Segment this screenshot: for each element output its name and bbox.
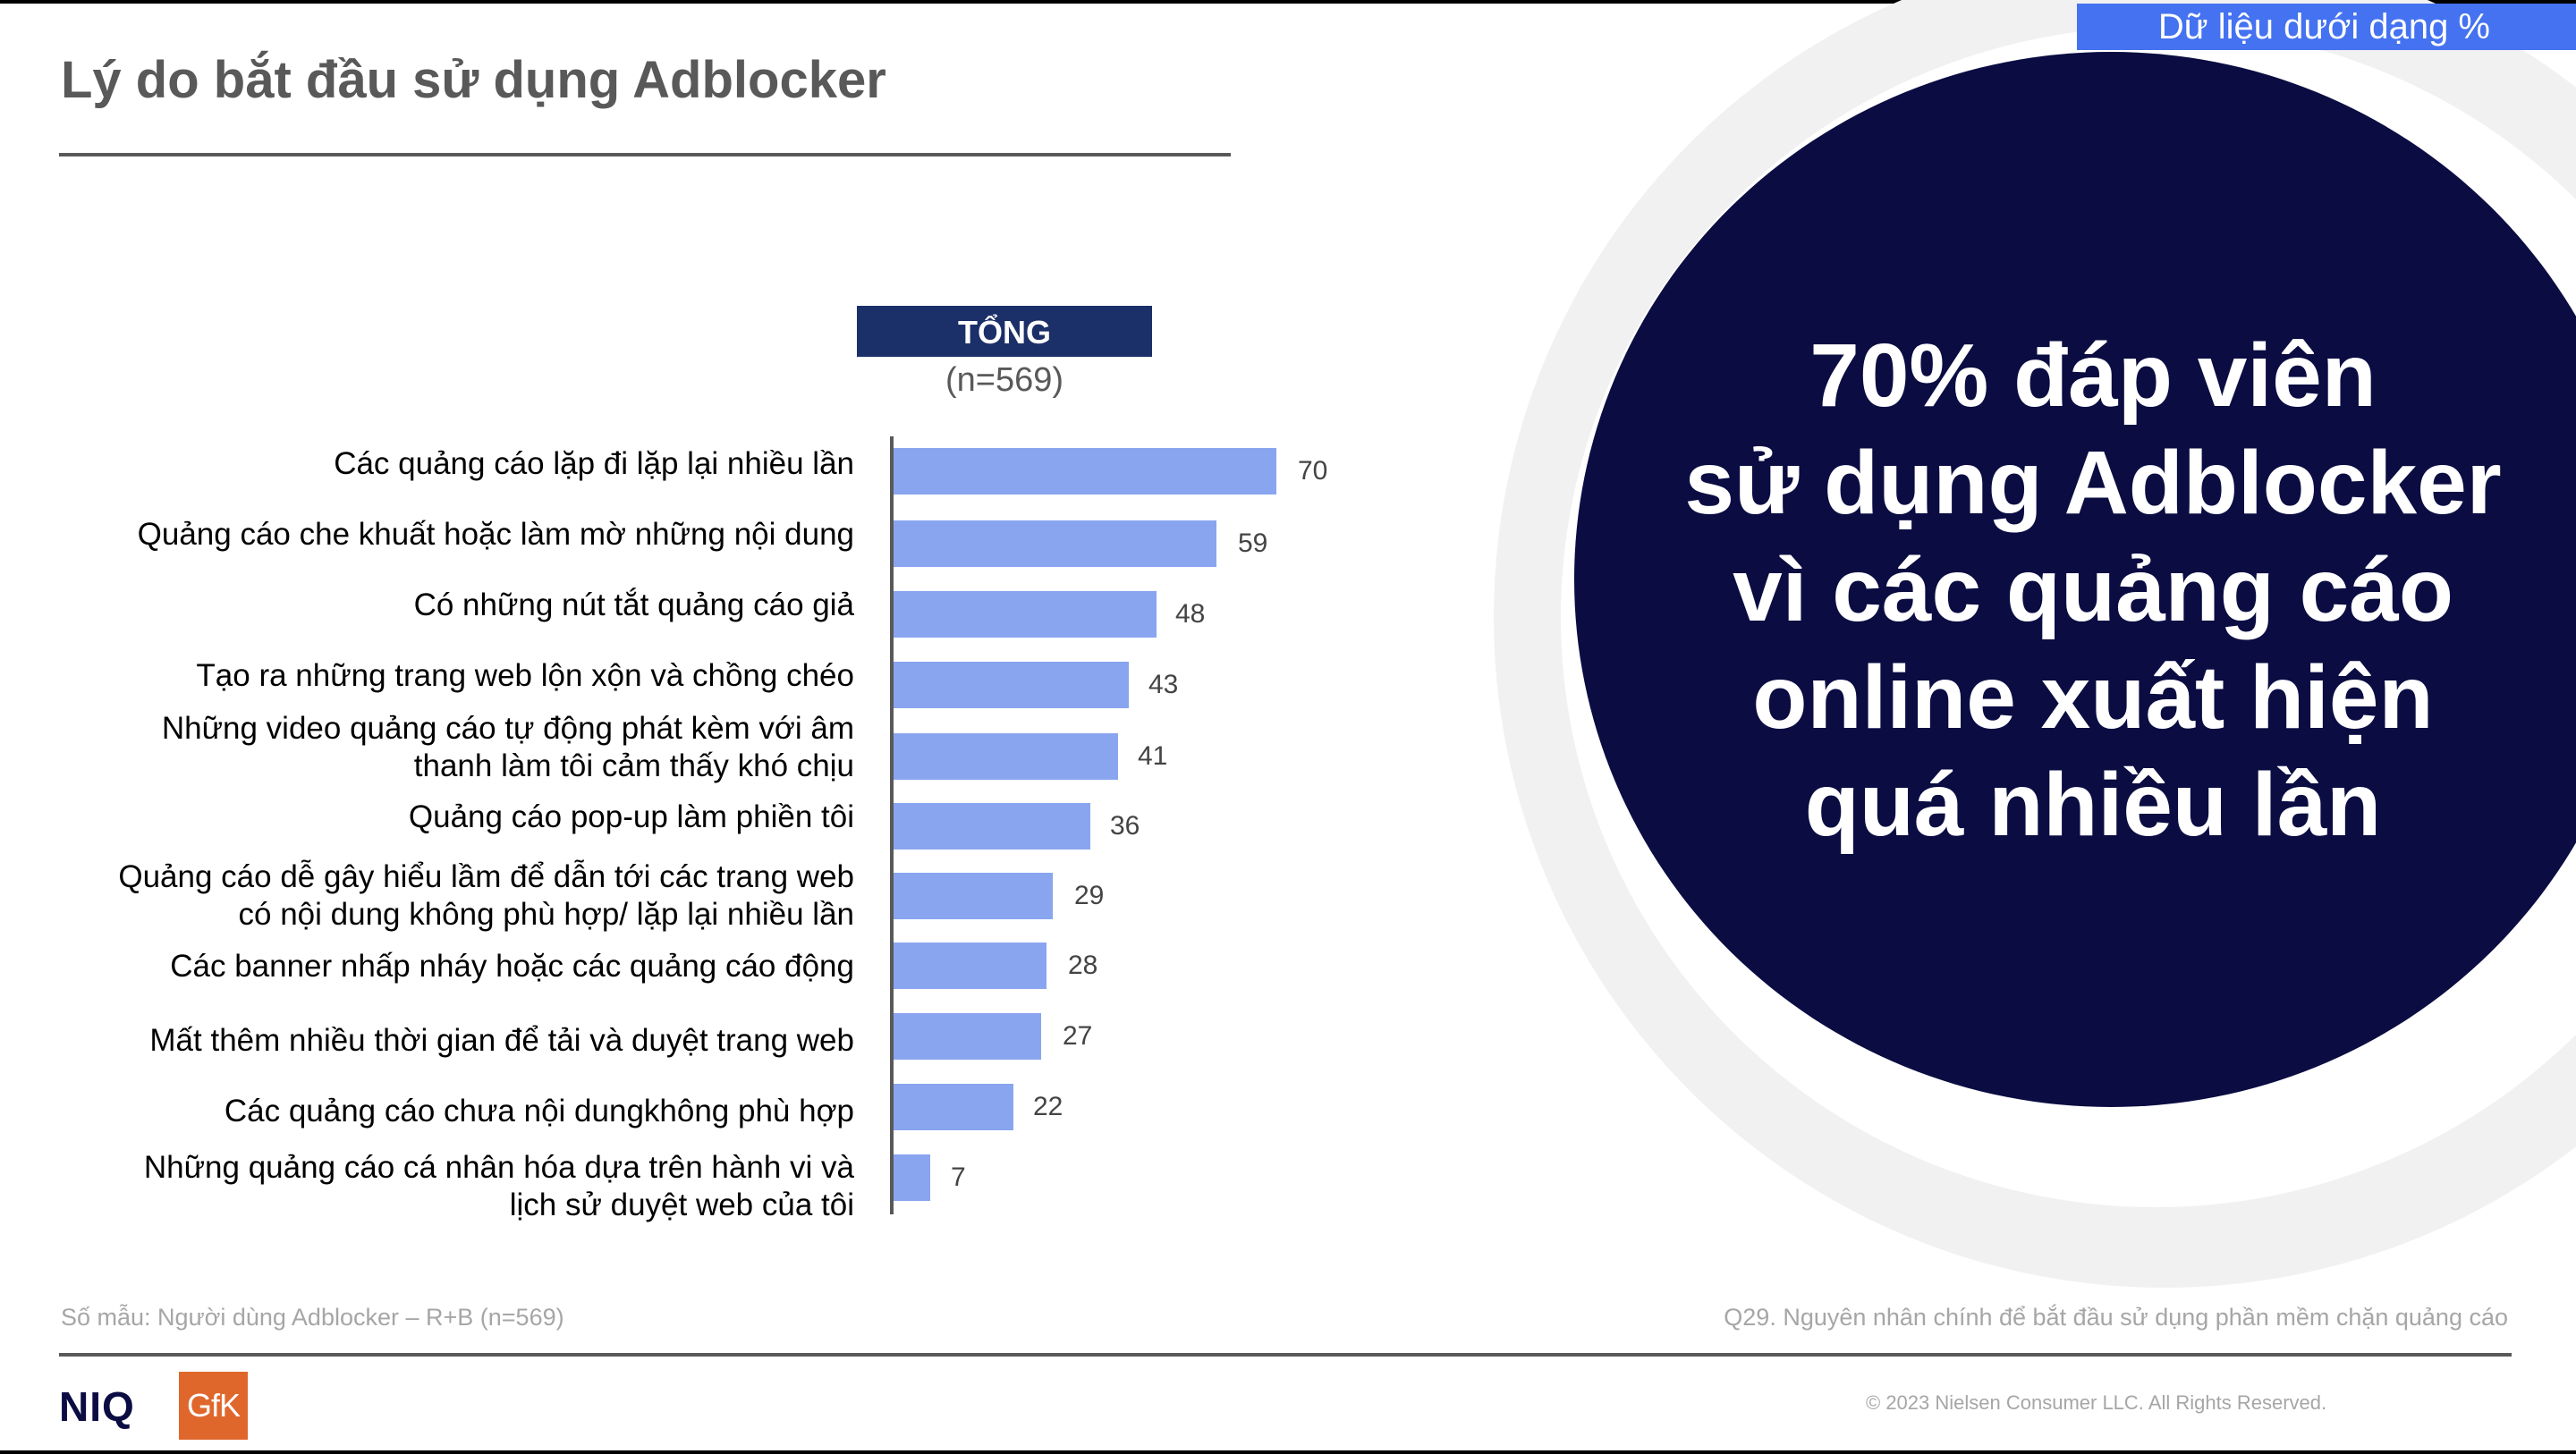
bar-value: 43: [1148, 670, 1179, 699]
sample-size-label: (n=569): [945, 361, 1064, 399]
column-header-total: TỔNG: [857, 306, 1152, 357]
sample-note: Số mẫu: Người dùng Adblocker – R+B (n=56…: [61, 1304, 564, 1331]
bar-value: 41: [1138, 741, 1168, 771]
bar: [894, 520, 1216, 567]
chart-row: Quảng cáo pop-up làm phiền tôi 36: [0, 799, 1395, 869]
row-label: Có những nút tắt quảng cáo giả: [413, 588, 854, 622]
niq-logo: NIQ: [59, 1383, 135, 1430]
bar-value: 70: [1298, 456, 1328, 486]
row-label: Những video quảng cáo tự động phát kèm v…: [161, 711, 854, 783]
row-label: Các quảng cáo chưa nội dungkhông phù hợp: [224, 1094, 854, 1129]
chart-row: Mất thêm nhiều thời gian để tải và duyệt…: [0, 1013, 1395, 1093]
callout-line: sử dụng Adblocker: [1684, 433, 2502, 533]
bar: [894, 1154, 930, 1201]
callout-text: 70% đáp viên sử dụng Adblocker vì các qu…: [1601, 322, 2576, 858]
bar-value: 59: [1238, 528, 1268, 558]
bar: [894, 1013, 1041, 1060]
question-note: Q29. Nguyên nhân chính để bắt đầu sử dụn…: [1724, 1304, 2508, 1331]
chart-row: Có những nút tắt quảng cáo giả 48: [0, 587, 1395, 657]
row-label: Quảng cáo che khuất hoặc làm mờ những nộ…: [137, 517, 854, 552]
footer-divider: [59, 1353, 2512, 1357]
bar: [894, 1084, 1013, 1130]
chart-row: Quảng cáo che khuất hoặc làm mờ những nộ…: [0, 516, 1395, 587]
bar-value: 7: [951, 1162, 966, 1192]
bar: [894, 448, 1276, 495]
page-title: Lý do bắt đầu sử dụng Adblocker: [61, 51, 886, 109]
callout-line: online xuất hiện: [1752, 647, 2434, 748]
data-format-badge: Dữ liệu dưới dạng %: [2077, 4, 2576, 50]
chart-row: Những quảng cáo cá nhân hóa dựa trên hàn…: [0, 1149, 1395, 1222]
gfk-logo: GfK: [179, 1372, 248, 1440]
bar-value: 28: [1068, 951, 1098, 980]
chart-row: Các banner nhấp nháy hoặc các quảng cáo …: [0, 943, 1395, 1019]
title-divider: [59, 153, 1231, 156]
chart-row: Các quảng cáo lặp đi lặp lại nhiều lần 7…: [0, 445, 1395, 516]
copyright-text: © 2023 Nielsen Consumer LLC. All Rights …: [1866, 1391, 2327, 1414]
bar: [894, 803, 1090, 850]
bottom-border: [0, 1450, 2576, 1454]
bar-value: 22: [1033, 1092, 1063, 1121]
bar: [894, 662, 1129, 708]
callout-line: 70% đáp viên: [1809, 325, 2377, 426]
bar-value: 48: [1175, 599, 1206, 629]
row-label: Quảng cáo dễ gây hiểu lầm để dẫn tới các…: [118, 859, 854, 932]
bar: [894, 591, 1157, 638]
top-border: [0, 0, 2576, 4]
bar: [894, 873, 1053, 919]
bar-value: 29: [1074, 881, 1105, 910]
chart-row: Các quảng cáo chưa nội dungkhông phù hợp…: [0, 1084, 1395, 1163]
chart-axis: [890, 436, 894, 1214]
callout-circle: [1574, 52, 2576, 1107]
bar: [894, 733, 1118, 780]
chart-row: Tạo ra những trang web lộn xộn và chồng …: [0, 657, 1395, 728]
bar-value: 27: [1063, 1021, 1093, 1051]
row-label: Những quảng cáo cá nhân hóa dựa trên hàn…: [143, 1150, 854, 1222]
callout-line: quá nhiều lần: [1804, 755, 2382, 855]
bar-value: 36: [1110, 811, 1140, 841]
chart-row: Quảng cáo dễ gây hiểu lầm để dẫn tới các…: [0, 858, 1395, 932]
row-label: Các quảng cáo lặp đi lặp lại nhiều lần: [334, 446, 854, 481]
chart-row: Những video quảng cáo tự động phát kèm v…: [0, 710, 1395, 783]
bar: [894, 943, 1046, 989]
row-label: Quảng cáo pop-up làm phiền tôi: [408, 799, 854, 834]
row-label: Mất thêm nhiều thời gian để tải và duyệt…: [149, 1023, 854, 1058]
row-label: Các banner nhấp nháy hoặc các quảng cáo …: [170, 949, 854, 984]
callout-line: vì các quảng cáo: [1733, 540, 2453, 640]
row-label: Tạo ra những trang web lộn xộn và chồng …: [196, 658, 854, 693]
